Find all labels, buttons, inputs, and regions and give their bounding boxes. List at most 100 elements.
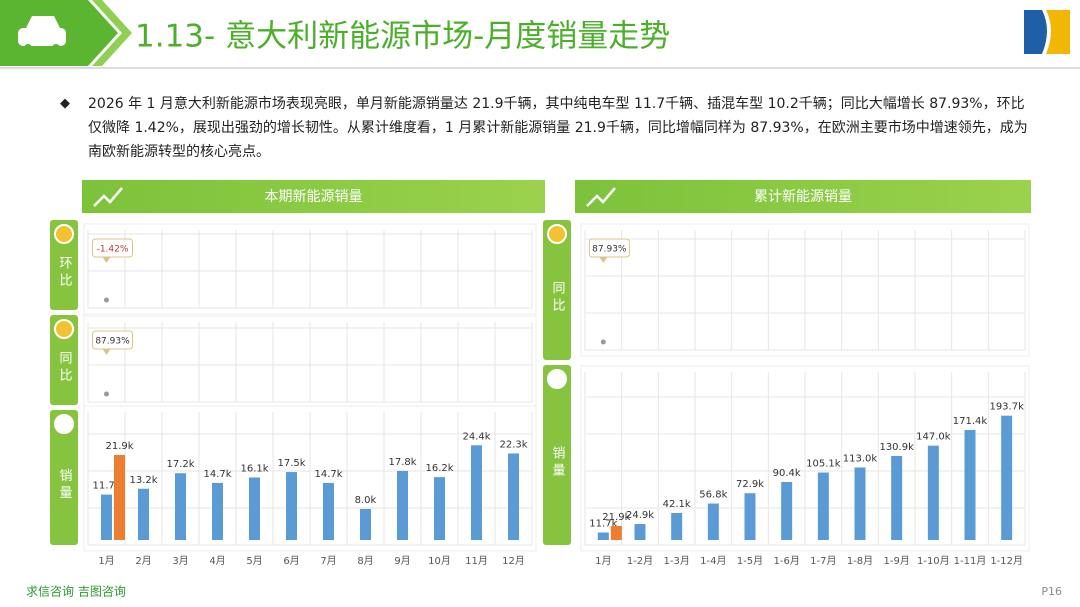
- value-label: 130.9k: [879, 442, 914, 453]
- side-block: [50, 315, 78, 405]
- bar: [817, 472, 829, 540]
- side-label: 同比: [550, 281, 565, 315]
- bar: [854, 467, 866, 540]
- bar: [744, 493, 756, 540]
- bar: [671, 512, 683, 540]
- side-icon: [54, 224, 74, 244]
- x-tick-label: 4月: [209, 555, 225, 567]
- value-label: 17.2k: [166, 459, 194, 470]
- side-label: 销量: [57, 469, 73, 503]
- summary-text: 2026 年 1 月意大利新能源市场表现亮眼，单月新能源销量达 21.9千辆，其…: [88, 96, 1028, 160]
- bar: [707, 503, 719, 540]
- footer-source: 求信咨询 吉图咨询: [26, 584, 126, 599]
- x-tick-label: 2月: [135, 555, 151, 567]
- callout-box: [92, 330, 133, 350]
- x-tick-label: 1-4月: [700, 555, 726, 567]
- bar: [964, 429, 976, 540]
- bar: [138, 488, 149, 540]
- value-label: 8.0k: [355, 495, 377, 506]
- value-label: 11.7k: [589, 518, 617, 529]
- callout-tip: [102, 257, 111, 263]
- callout-label: -1.42%: [97, 245, 129, 255]
- value-label: 21.9k: [105, 441, 133, 452]
- x-tick-label: 9月: [394, 555, 410, 567]
- side-label: 同比: [57, 351, 72, 385]
- panel-header: [82, 180, 545, 213]
- bar: [891, 455, 903, 540]
- bar: [360, 508, 371, 540]
- bar: [175, 473, 186, 540]
- x-tick-label: 1-11月: [954, 555, 987, 567]
- x-tick-label: 7月: [320, 555, 336, 567]
- bar: [634, 524, 646, 540]
- x-tick-label: 11月: [465, 555, 488, 567]
- callout-label: 87.93%: [592, 245, 627, 255]
- bar: [397, 470, 408, 540]
- value-label: 13.2k: [129, 475, 157, 486]
- panel-header-icon: [586, 187, 616, 207]
- x-tick-label: 1-12月: [990, 555, 1023, 567]
- car-icon: [18, 16, 66, 52]
- side-icon: [547, 224, 567, 244]
- side-icon: [547, 369, 567, 389]
- x-tick-label: 1-2月: [627, 555, 653, 567]
- side-label: 销量: [550, 446, 566, 480]
- callout-tip: [599, 257, 608, 263]
- bar: [101, 494, 112, 540]
- value-label: 24.9k: [626, 510, 654, 521]
- panel-header-icon: [93, 187, 123, 207]
- value-label: 22.3k: [499, 439, 527, 450]
- x-tick-label: 3月: [172, 555, 188, 567]
- value-label: 16.1k: [240, 464, 268, 475]
- bar: [508, 453, 519, 540]
- page-number: P16: [1041, 585, 1062, 598]
- x-tick-label: 1月: [595, 555, 611, 567]
- bar: [610, 525, 622, 540]
- panel-header: [575, 180, 1031, 213]
- bar: [323, 482, 334, 540]
- value-label: 193.7k: [989, 402, 1024, 413]
- value-label: 24.4k: [462, 431, 490, 442]
- value-label: 16.2k: [425, 463, 453, 474]
- x-tick-label: 1-10月: [917, 555, 950, 567]
- header-chevron: [92, 0, 132, 66]
- value-label: 17.5k: [277, 458, 305, 469]
- value-label: 72.9k: [736, 479, 764, 490]
- x-tick-label: 1-6月: [773, 555, 799, 567]
- bar: [434, 477, 445, 540]
- value-label: 171.4k: [953, 416, 988, 427]
- bar: [286, 472, 297, 540]
- x-tick-label: 1-5月: [737, 555, 763, 567]
- value-label: 21.9k: [602, 512, 630, 523]
- x-tick-label: 12月: [502, 555, 525, 567]
- x-tick-label: 10月: [428, 555, 451, 567]
- callout-box: [92, 238, 133, 258]
- x-tick-label: 1-9月: [883, 555, 909, 567]
- side-icon: [54, 414, 74, 434]
- panel-title: 累计新能源销量: [754, 189, 852, 205]
- callout-tip: [102, 349, 111, 355]
- value-label: 11.7k: [92, 481, 120, 492]
- bar: [471, 445, 482, 540]
- side-block: [543, 220, 571, 360]
- panel-title: 本期新能源销量: [265, 189, 363, 205]
- side-block: [543, 365, 571, 545]
- bullet: ◆: [60, 96, 70, 111]
- value-label: 113.0k: [843, 453, 878, 464]
- bar: [249, 477, 260, 540]
- bar: [597, 532, 609, 540]
- x-tick-label: 1-7月: [810, 555, 836, 567]
- marker-point: [104, 391, 109, 397]
- side-block: [50, 410, 78, 545]
- side-icon: [54, 319, 74, 339]
- value-label: 14.7k: [203, 469, 231, 480]
- bar: [212, 482, 223, 540]
- value-label: 17.8k: [388, 457, 416, 468]
- page-title: 1.13- 意大利新能源市场-月度销量走势: [135, 19, 670, 55]
- x-tick-label: 8月: [357, 555, 373, 567]
- callout-box: [588, 238, 630, 258]
- callout-label: 87.93%: [95, 337, 130, 347]
- x-tick-label: 1月: [98, 555, 114, 567]
- bar: [781, 481, 793, 540]
